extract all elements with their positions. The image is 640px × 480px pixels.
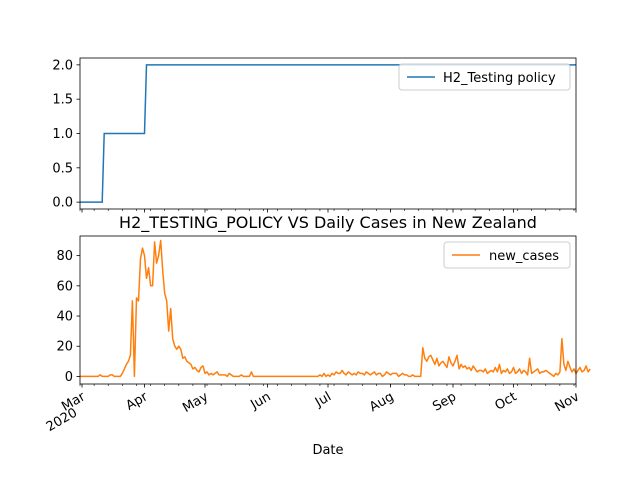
series-line-new-cases: [80, 239, 591, 378]
top-axes: 0.0 0.5 1.0 1.5 2.0 H2_Testing policy: [52, 57, 577, 213]
bottom-legend-label: new_cases: [489, 249, 559, 264]
bottom-y-ticks: 0 20 40 60 80: [56, 249, 80, 385]
x-axis-label: Date: [312, 443, 343, 458]
bottom-y-tick-label: 40: [56, 310, 73, 325]
bottom-x-tick-label: Jul: [312, 389, 334, 410]
top-y-tick-label: 0.5: [52, 161, 73, 176]
top-legend-box: [398, 63, 571, 91]
bottom-legend-box: [443, 241, 571, 269]
bottom-series: [80, 239, 591, 378]
bottom-y-tick-label: 60: [56, 279, 73, 294]
bottom-legend: new_cases: [443, 241, 571, 269]
top-y-tick-label: 1.0: [52, 127, 73, 142]
top-axes-frame: [79, 57, 577, 210]
top-legend: H2_Testing policy: [398, 63, 571, 91]
bottom-y-tick-label: 80: [56, 249, 73, 264]
series-line-h2_testing-policy: [80, 64, 576, 203]
bottom-y-tick-label: 0: [65, 370, 73, 385]
top-y-tick-label: 0.0: [52, 196, 73, 211]
bottom-y-tick-label: 20: [56, 340, 73, 355]
bottom-axes-frame: [79, 235, 577, 385]
top-y-tick-label: 1.5: [52, 93, 73, 108]
chart-title: H2_TESTING_POLICY VS Daily Cases in New …: [119, 213, 537, 233]
top-y-ticks: 0.0 0.5 1.0 1.5 2.0: [52, 58, 80, 211]
top-series: [80, 64, 576, 203]
top-legend-label: H2_Testing policy: [443, 71, 556, 86]
top-y-tick-label: 2.0: [52, 58, 73, 73]
